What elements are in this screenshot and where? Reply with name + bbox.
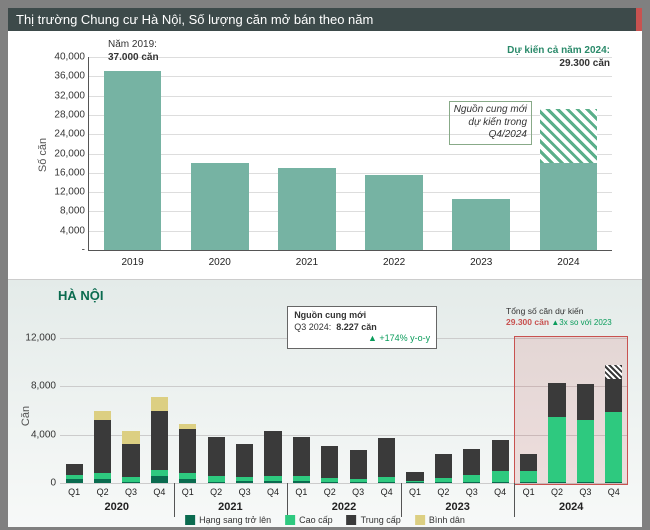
bar-2024-Q2 — [548, 383, 565, 483]
bar-2020 — [191, 163, 249, 250]
annotation-q4-2024: Nguồn cung mới dự kiến trong Q4/2024 — [449, 101, 532, 145]
bar-2020-Q2 — [94, 411, 111, 484]
bar-2020-Q1 — [66, 464, 83, 483]
page-title-text: Thị trường Chung cư Hà Nội, Số lượng căn… — [16, 12, 373, 27]
bar-2020-Q3 — [122, 431, 139, 483]
annotation-2024-total: Dự kiến cả năm 2024: 29.300 căn — [507, 45, 610, 70]
bar-2024 — [540, 163, 598, 250]
chart2-ylabel: Căn — [20, 406, 32, 426]
bar-2024-Q1 — [520, 454, 537, 483]
bar-2021 — [278, 168, 336, 250]
chart2-title: HÀ NỘI — [58, 288, 632, 303]
bar-2024-Q4 — [605, 365, 622, 483]
callout-total-expected: Tổng số căn dự kiến29.300 căn ▲3x so với… — [506, 306, 624, 328]
legend-aff: Bình dân — [415, 515, 465, 525]
bar-2023 — [452, 199, 510, 250]
bar-2024-forecast — [540, 109, 598, 164]
annotation-2019: Năm 2019: 37.000 căn — [108, 39, 159, 64]
bar-2022-Q1 — [293, 437, 310, 483]
report-container: Thị trường Chung cư Hà Nội, Số lượng căn… — [8, 8, 642, 527]
legend-high: Cao cấp — [285, 515, 333, 525]
annual-supply-chart: Số căn -4,0008,00012,00016,00020,00024,0… — [8, 31, 642, 279]
bar-2019 — [104, 71, 162, 250]
bar-2021-Q1 — [179, 424, 196, 483]
bar-2022 — [365, 175, 423, 250]
plot-area: -4,0008,00012,00016,00020,00024,00028,00… — [88, 57, 612, 251]
bar-2022-Q4 — [378, 438, 395, 483]
legend-mid: Trung cấp — [347, 515, 401, 525]
chart2-plot-area: 04,0008,00012,000Nguồn cung mớiQ3 2024: … — [60, 338, 628, 483]
bar-2021-Q3 — [236, 444, 253, 483]
bar-2023-Q4 — [492, 440, 509, 484]
legend-lux: Hạng sang trở lên — [185, 515, 271, 525]
bar-2023-Q3 — [463, 449, 480, 483]
quarterly-segment-chart: HÀ NỘI Căn 04,0008,00012,000Nguồn cung m… — [8, 279, 642, 527]
bar-2023-Q1 — [406, 472, 423, 483]
legend: Hạng sang trở lên Cao cấp Trung cấp Bình… — [185, 515, 465, 525]
bar-2024-Q3 — [577, 384, 594, 483]
bar-2021-Q4 — [264, 431, 281, 483]
callout-new-supply: Nguồn cung mớiQ3 2024: 8.227 căn▲ +174% … — [287, 306, 437, 349]
bar-2022-Q3 — [350, 450, 367, 483]
bar-2023-Q2 — [435, 454, 452, 483]
page-title: Thị trường Chung cư Hà Nội, Số lượng căn… — [8, 8, 642, 31]
bar-2020-Q4 — [151, 397, 168, 483]
bar-2022-Q2 — [321, 446, 338, 483]
bar-2021-Q2 — [208, 437, 225, 483]
